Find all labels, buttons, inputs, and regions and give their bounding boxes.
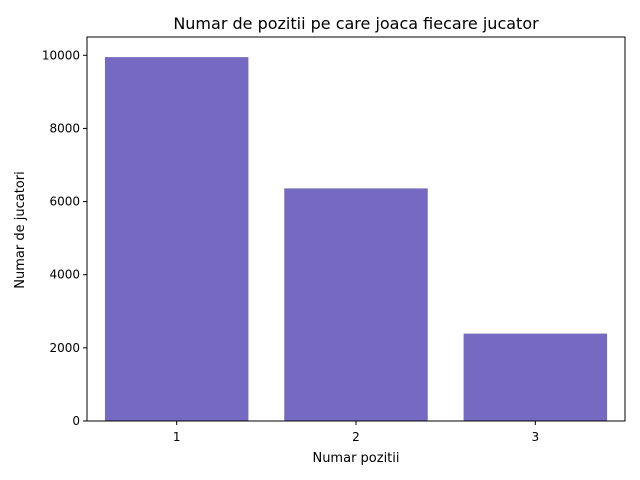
y-tick-label-10000: 10000 [42, 48, 80, 62]
y-tick-label-8000: 8000 [49, 121, 80, 135]
bar-3 [463, 333, 608, 421]
x-tick-label-3: 3 [532, 430, 540, 444]
x-tick-label-1: 1 [173, 430, 181, 444]
y-tick-label-6000: 6000 [49, 195, 80, 209]
bar-1 [104, 57, 249, 421]
y-axis: 0 2000 4000 6000 8000 10000 [42, 48, 87, 428]
plot-frame [86, 36, 626, 422]
bars-group [104, 57, 608, 421]
x-axis: 1 2 3 [173, 421, 539, 444]
x-tick-label-2: 2 [352, 430, 360, 444]
y-tick-label-4000: 4000 [49, 268, 80, 282]
y-tick-label-0: 0 [72, 414, 80, 428]
y-tick-label-2000: 2000 [49, 341, 80, 355]
chart-title: Numar de pozitii pe care joaca fiecare j… [173, 14, 539, 33]
y-axis-label: Numar de jucatori [13, 171, 28, 288]
x-axis-label: Numar pozitii [312, 451, 399, 466]
bar-2 [284, 188, 428, 421]
